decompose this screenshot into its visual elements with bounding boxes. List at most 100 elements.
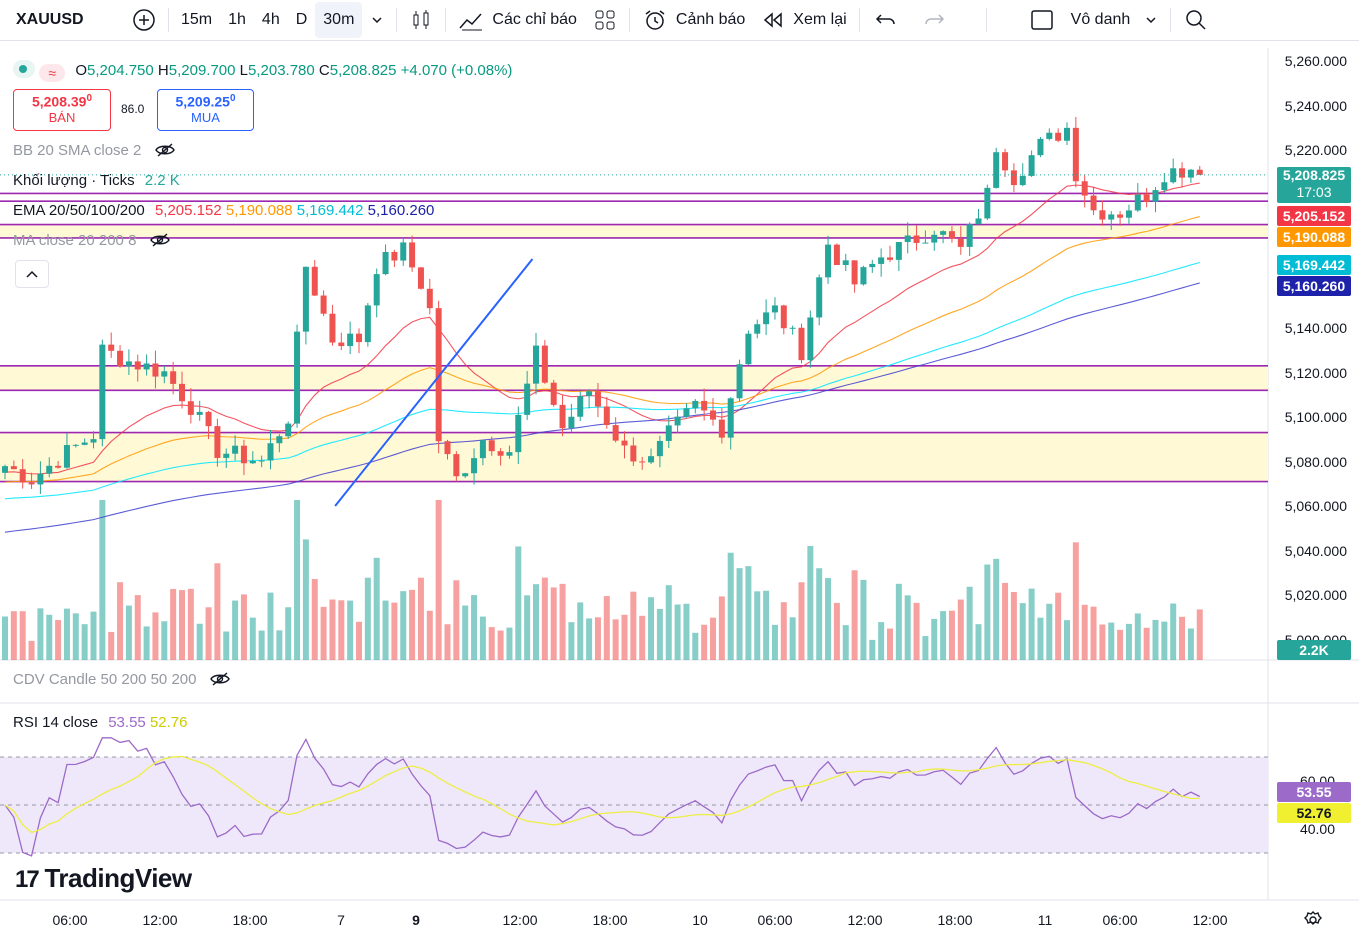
interval-15m[interactable]: 15m	[173, 0, 220, 40]
eye-off-icon[interactable]	[154, 142, 176, 158]
rsi-title: RSI 14 close	[13, 714, 99, 731]
spread-value: 86.0	[121, 102, 145, 116]
time-tick: 18:00	[592, 912, 628, 928]
price-tick: 5,060.000	[1284, 498, 1347, 514]
candle-body	[373, 274, 380, 306]
candle-body	[1055, 132, 1062, 141]
ema-legend[interactable]: EMA 20/50/100/200 5,205.152 5,190.088 5,…	[13, 202, 434, 219]
candle-body	[665, 425, 672, 441]
candle-body	[1028, 155, 1035, 176]
zone-0	[0, 224, 1268, 238]
volume-bar	[46, 614, 53, 660]
volume-bar	[710, 617, 716, 660]
undo-button[interactable]	[864, 0, 910, 40]
volume-bar	[833, 602, 840, 660]
collapse-legend-button[interactable]	[15, 260, 49, 288]
buy-button[interactable]: 5,209.250 MUA	[157, 89, 254, 131]
interval-d[interactable]: D	[288, 0, 316, 40]
layouts-button[interactable]	[585, 0, 625, 40]
candle-body	[1161, 182, 1168, 191]
indicators-button[interactable]: Các chỉ báo	[450, 0, 585, 40]
candle-body	[240, 445, 247, 464]
add-symbol-button[interactable]	[124, 0, 164, 40]
candle-body	[453, 454, 460, 477]
volume-bar	[152, 612, 159, 660]
volume-bar	[1125, 623, 1132, 660]
cdv-legend[interactable]: CDV Candle 50 200 50 200	[13, 671, 231, 688]
candle-body	[90, 439, 97, 443]
candle-body	[1179, 168, 1186, 178]
candle-body	[710, 410, 716, 420]
ema200-line	[4, 282, 1200, 533]
ema-title: EMA 20/50/100/200	[13, 202, 145, 219]
volume-bar	[639, 615, 646, 660]
candle-body	[320, 295, 327, 314]
candle-body	[825, 244, 832, 278]
interval-30m[interactable]: 30m	[315, 2, 363, 38]
quick-search-button[interactable]	[1175, 0, 1217, 40]
bb-legend[interactable]: BB 20 SMA close 2	[13, 142, 176, 159]
eye-dot-icon[interactable]	[13, 60, 35, 78]
sell-button[interactable]: 5,208.390 BÁN	[13, 89, 111, 131]
volume-bar	[90, 611, 97, 660]
candle-body	[444, 441, 451, 455]
tv-mark-icon: 17	[15, 866, 40, 893]
rsi-legend[interactable]: RSI 14 close 53.55 52.76	[13, 714, 187, 731]
volume-bar	[957, 599, 964, 660]
settings-button[interactable]	[1303, 910, 1323, 935]
candle-body	[506, 452, 513, 456]
volume-legend[interactable]: Khối lượng · Ticks 2.2 K	[13, 172, 180, 189]
candle-body	[285, 423, 292, 437]
volume-bar	[727, 552, 734, 660]
interval-4h[interactable]: 4h	[254, 0, 288, 40]
price-tick: 5,220.000	[1284, 142, 1347, 158]
volume-bar	[665, 585, 672, 660]
volume-bar	[851, 570, 858, 660]
ma-legend[interactable]: MA close 20 200 8	[13, 232, 171, 249]
redo-button[interactable]	[910, 0, 956, 40]
eye-off-icon[interactable]	[209, 671, 231, 687]
volume-bar	[302, 539, 309, 660]
eye-off-icon[interactable]	[149, 232, 171, 248]
candle-body	[294, 331, 301, 424]
candle-body	[382, 251, 389, 275]
volume-bar	[816, 568, 823, 660]
symbol-search[interactable]: XAUUSD	[0, 0, 124, 40]
volume-bar	[887, 628, 893, 660]
ema50-line	[4, 216, 1200, 483]
interval-dropdown[interactable]	[362, 0, 392, 40]
volume-bar	[453, 580, 460, 660]
volume-bar	[1196, 609, 1203, 660]
candle-body	[878, 257, 885, 264]
candle-body	[276, 436, 283, 444]
time-tick: 12:00	[142, 912, 178, 928]
volume-bar	[1090, 606, 1097, 660]
candle-body	[196, 411, 203, 415]
candle-body	[718, 419, 725, 438]
layout-menu[interactable]: Vô danh	[1021, 0, 1167, 40]
volume-bar	[2, 616, 8, 660]
candle-body	[187, 401, 194, 415]
chart-type-button[interactable]	[401, 0, 441, 40]
alerts-button[interactable]: Cảnh báo	[634, 0, 753, 40]
volume-bar	[736, 568, 743, 660]
wave-icon[interactable]: ≈	[39, 64, 66, 82]
candle-body	[497, 451, 504, 456]
candle-body	[10, 466, 17, 470]
candle-body	[143, 363, 150, 370]
replay-button[interactable]: Xem lại	[753, 0, 854, 40]
volume-bar	[1064, 620, 1070, 660]
interval-1h[interactable]: 1h	[220, 0, 254, 40]
indicators-label: Các chỉ báo	[492, 11, 577, 28]
volume-bar	[559, 583, 566, 660]
candle-body	[19, 469, 26, 483]
chart-canvas[interactable]	[0, 48, 1359, 936]
ohlc-change: +4.070 (+0.08%)	[400, 62, 513, 79]
rsi-tick: 40.00	[1299, 821, 1335, 837]
candle-body	[577, 396, 584, 417]
volume-bar	[462, 605, 469, 660]
volume-bar	[1046, 603, 1053, 660]
interval-label: 4h	[261, 11, 280, 28]
volume-bar	[683, 603, 690, 660]
search-icon	[1186, 10, 1206, 30]
